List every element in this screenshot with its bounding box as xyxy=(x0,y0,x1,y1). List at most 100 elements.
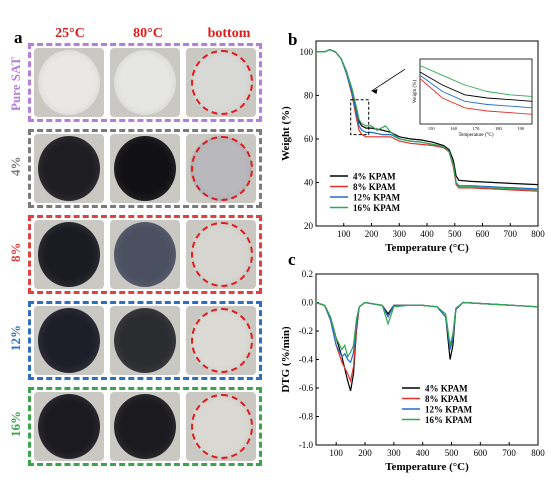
x-tick-label: 400 xyxy=(416,448,430,458)
y-tick-label: 0.0 xyxy=(302,298,314,308)
legend-label: 8% KPAM xyxy=(353,182,396,192)
sample-row-frame xyxy=(28,129,262,208)
y-tick-label: -0.4 xyxy=(299,355,314,365)
inset-series-line xyxy=(419,71,533,102)
sample-photo xyxy=(186,306,256,375)
inset-x-tick-label: 190 xyxy=(517,126,525,131)
sample-row-label: 4% xyxy=(8,156,23,176)
panel-b-label: b xyxy=(288,30,298,49)
panel-c-label: c xyxy=(288,250,296,269)
x-tick-label: 300 xyxy=(393,229,407,239)
sample-disc xyxy=(114,136,176,201)
bottom-highlight-ring xyxy=(191,394,253,459)
legend-label: 4% KPAM xyxy=(425,384,468,394)
x-tick-label: 200 xyxy=(365,229,379,239)
x-tick-label: 600 xyxy=(476,229,490,239)
series-line xyxy=(315,301,539,383)
sample-disc xyxy=(114,308,176,373)
x-tick-label: 200 xyxy=(358,448,372,458)
sample-photo xyxy=(34,134,104,203)
sample-disc xyxy=(38,394,100,459)
sample-photo xyxy=(110,48,180,117)
x-tick-label: 300 xyxy=(387,448,401,458)
zoom-arrowhead xyxy=(371,89,378,95)
panel-c-dtg-chart: 100 200 300 400 500 600 700 800 -1.0 -0.8 -0.6 -0.4… xyxy=(282,270,545,473)
x-tick-label: 500 xyxy=(448,229,462,239)
y-axis-label: Weight (%) xyxy=(282,106,292,161)
sample-photo xyxy=(110,306,180,375)
sample-photo xyxy=(34,306,104,375)
sample-disc xyxy=(114,222,176,287)
panel-a-label: a xyxy=(14,28,23,47)
sample-row-frame xyxy=(28,387,262,466)
x-tick-label: 600 xyxy=(474,448,488,458)
sample-row-label: Pure SAT xyxy=(8,57,23,112)
legend-label: 16% KPAM xyxy=(425,415,473,425)
sample-photo xyxy=(186,220,256,289)
sample-photo xyxy=(110,392,180,461)
bottom-highlight-ring xyxy=(191,136,253,201)
series-group xyxy=(315,301,539,392)
bottom-highlight-ring xyxy=(191,50,253,115)
sample-disc xyxy=(114,50,176,115)
y-axis-label: DTG (%/min) xyxy=(282,326,292,393)
column-header-25c: 25°C xyxy=(55,26,85,41)
inset-series-line xyxy=(419,65,533,97)
y-tick-label: 20 xyxy=(304,221,314,231)
sample-disc xyxy=(38,50,100,115)
column-header-bottom: bottom xyxy=(207,26,251,41)
bottom-highlight-ring xyxy=(191,222,253,287)
inset-x-axis-label: Temperature (°C) xyxy=(458,133,493,138)
inset-x-tick-label: 150 xyxy=(428,126,436,131)
sample-disc xyxy=(38,136,100,201)
sample-row-frame xyxy=(28,43,262,122)
bottom-highlight-ring xyxy=(191,308,253,373)
inset-series-line xyxy=(419,74,533,109)
sample-row-frame xyxy=(28,215,262,294)
inset-frame xyxy=(419,58,533,125)
series-group xyxy=(316,49,539,192)
y-tick-label: -0.2 xyxy=(299,326,313,336)
sample-disc xyxy=(114,394,176,459)
y-tick-label: -0.6 xyxy=(299,383,314,393)
panel-b-tga-chart: 100 200 300 400 500 600 700 800 20 40 60 80 100 Tempe… xyxy=(282,40,545,254)
sample-photo xyxy=(186,392,256,461)
sample-photo xyxy=(34,392,104,461)
x-axis-label: Temperature (°C) xyxy=(385,461,469,473)
zoom-region-box xyxy=(350,99,370,136)
x-tick-label: 100 xyxy=(329,448,343,458)
y-tick-label: 80 xyxy=(304,90,314,100)
sample-photo xyxy=(34,48,104,117)
legend-label: 12% KPAM xyxy=(425,405,473,415)
x-tick-label: 700 xyxy=(502,448,516,458)
y-tick-label: 60 xyxy=(304,134,314,144)
sample-row-label: 16% xyxy=(8,411,23,438)
inset-x-tick-label: 180 xyxy=(495,126,503,131)
sample-photo xyxy=(186,134,256,203)
inset-series-line xyxy=(419,78,533,115)
sample-photo xyxy=(110,134,180,203)
sample-disc xyxy=(38,308,100,373)
inset-x-tick-label: 170 xyxy=(473,126,481,131)
zoom-arrow xyxy=(371,68,406,92)
y-tick-label: -1.0 xyxy=(299,440,314,450)
inset-x-tick-label: 160 xyxy=(450,126,458,131)
x-axis-label: Temperature (°C) xyxy=(385,242,469,254)
y-tick-label: 100 xyxy=(300,47,314,57)
legend-label: 4% KPAM xyxy=(353,172,396,182)
legend-label: 16% KPAM xyxy=(353,203,401,213)
x-tick-label: 100 xyxy=(337,229,351,239)
series-line xyxy=(315,301,539,359)
y-tick-label: -0.8 xyxy=(299,412,314,422)
y-tick-label: 40 xyxy=(304,177,314,187)
sample-photo xyxy=(186,48,256,117)
sample-disc xyxy=(38,222,100,287)
x-tick-label: 800 xyxy=(531,229,545,239)
legend-label: 8% KPAM xyxy=(425,394,468,404)
sample-photo xyxy=(34,220,104,289)
x-tick-label: 500 xyxy=(445,448,459,458)
legend-label: 12% KPAM xyxy=(353,193,401,203)
sample-row-frame xyxy=(28,301,262,380)
column-header-80c: 80°C xyxy=(133,26,163,41)
series-line xyxy=(316,49,539,191)
